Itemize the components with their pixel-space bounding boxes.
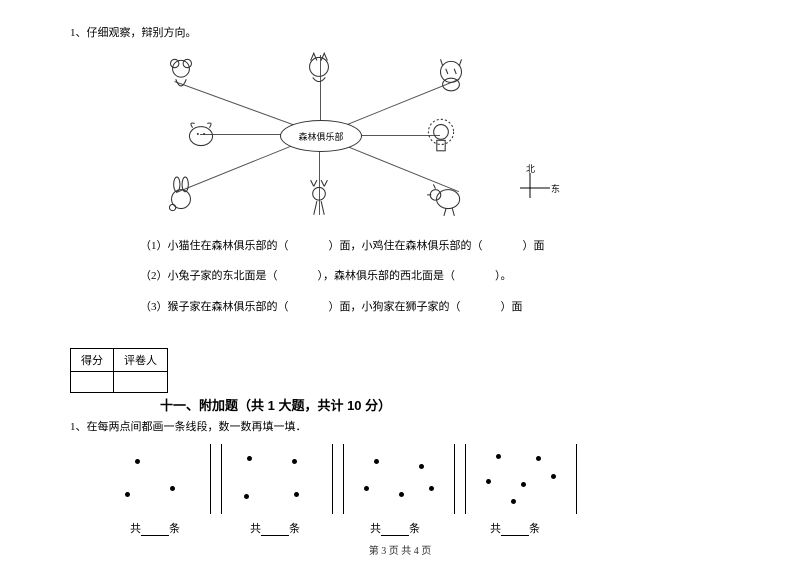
fill-prefix: 共: [370, 523, 381, 535]
score-header-1: 得分: [71, 349, 114, 372]
q1c-pre: （3）猴子家在森林俱乐部的（: [140, 301, 289, 313]
animal-monkey-icon: [160, 53, 202, 95]
q1b-pre: （2）小兔子家的东北面是（: [140, 270, 278, 282]
score-table: 得分 评卷人: [70, 348, 168, 393]
compass-east: 东: [551, 182, 560, 195]
fill-blank[interactable]: [381, 523, 409, 536]
dot: [551, 474, 556, 479]
animal-chicken-icon: [425, 176, 467, 218]
dot: [135, 459, 140, 464]
dot: [511, 499, 516, 504]
dot: [125, 492, 130, 497]
q1b-post: ）。: [495, 270, 512, 282]
dot-box-1[interactable]: [100, 444, 211, 514]
fill-row: 共条 共条 共条 共条: [100, 520, 730, 536]
score-header-2: 评卷人: [114, 349, 168, 372]
dot: [244, 494, 249, 499]
dot-box-4[interactable]: [465, 444, 577, 514]
section-11-title: 十一、附加题（共 1 大题，共计 10 分）: [160, 395, 730, 414]
q1-subquestions: （1）小猫住在森林俱乐部的（ ）面，小鸡住在森林俱乐部的（ ）面 （2）小兔子家的东…: [140, 233, 730, 320]
q1a-mid: ）面，小鸡住在森林俱乐部的（: [329, 240, 483, 252]
compass-north: 北: [526, 162, 535, 175]
forest-diagram: 森林俱乐部 北: [130, 48, 510, 223]
compass-icon: 北 东: [515, 168, 555, 208]
fill-blank[interactable]: [261, 523, 289, 536]
q1c-mid: ）面，小狗家在狮子家的（: [329, 301, 461, 313]
dot-box-2[interactable]: [221, 444, 333, 514]
q2-title: 在每两点间都画一条线段，数一数再填一填．: [87, 421, 307, 433]
score-cell[interactable]: [71, 372, 114, 393]
animal-cat-icon: [298, 48, 340, 90]
dot: [292, 459, 297, 464]
center-label: 森林俱乐部: [280, 120, 362, 152]
animal-rabbit-icon: [160, 176, 202, 218]
dot: [486, 479, 491, 484]
dot: [536, 456, 541, 461]
grader-cell[interactable]: [114, 372, 168, 393]
dot: [496, 454, 501, 459]
fill-prefix: 共: [130, 523, 141, 535]
dot: [364, 486, 369, 491]
dot: [247, 456, 252, 461]
dots-row: [100, 444, 730, 514]
fill-suffix: 条: [289, 523, 300, 535]
q1-title: 仔细观察，辩别方向。: [87, 27, 197, 39]
fill-suffix: 条: [529, 523, 540, 535]
animal-lion-icon: [420, 113, 462, 155]
page-footer: 第 3 页 共 4 页: [0, 542, 800, 557]
q1b-mid: ），森林俱乐部的西北面是（: [318, 270, 456, 282]
animal-dog-icon: [180, 113, 222, 155]
fill-prefix: 共: [250, 523, 261, 535]
fill-suffix: 条: [169, 523, 180, 535]
fill-prefix: 共: [490, 523, 501, 535]
animal-deer-icon: [298, 178, 340, 220]
dot: [399, 492, 404, 497]
dot: [521, 482, 526, 487]
dot: [429, 486, 434, 491]
fill-blank[interactable]: [141, 523, 169, 536]
q1-number: 1、: [70, 27, 87, 39]
q1c-post: ）面: [501, 301, 523, 313]
q1a-post: ）面: [523, 240, 545, 252]
q2-number: 1、: [70, 421, 87, 433]
animal-tiger-icon: [430, 53, 472, 95]
fill-suffix: 条: [409, 523, 420, 535]
dot: [374, 459, 379, 464]
dot-box-3[interactable]: [343, 444, 455, 514]
dot: [294, 492, 299, 497]
fill-blank[interactable]: [501, 523, 529, 536]
q1a-pre: （1）小猫住在森林俱乐部的（: [140, 240, 289, 252]
dot: [419, 464, 424, 469]
dot: [170, 486, 175, 491]
